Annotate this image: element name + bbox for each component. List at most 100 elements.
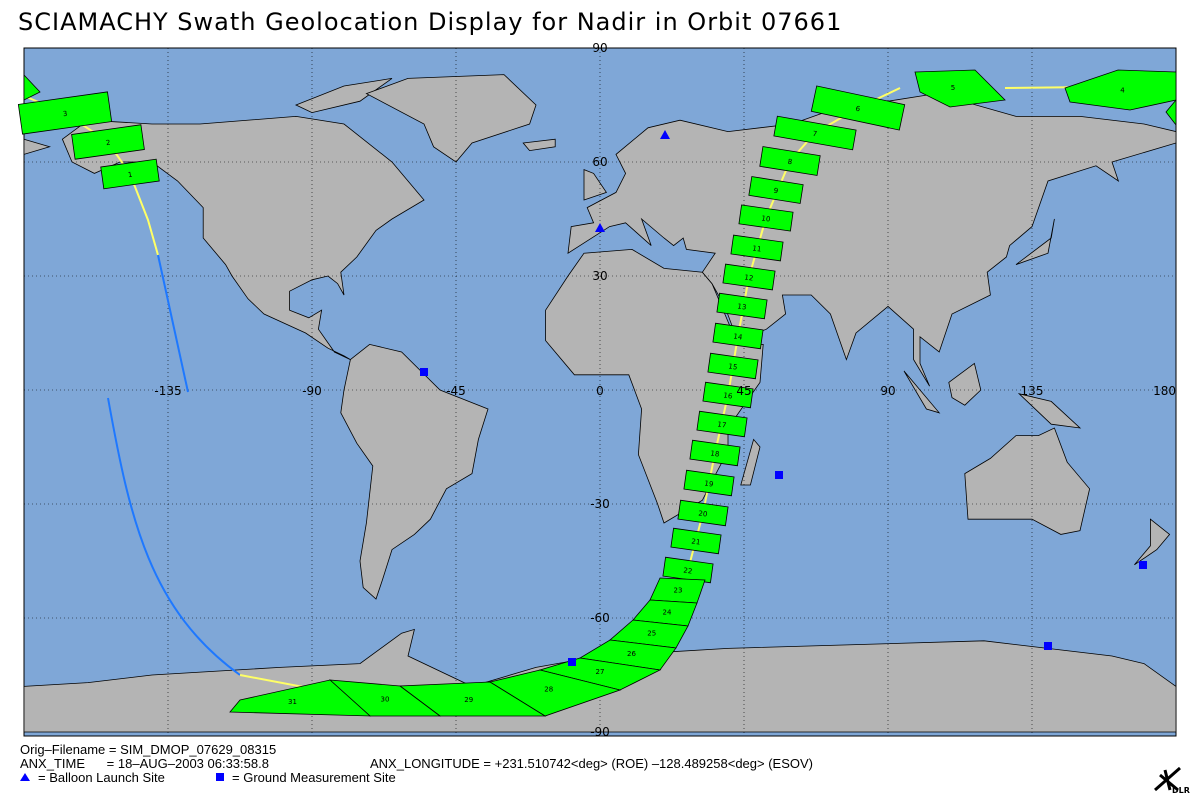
legend-ground: = Ground Measurement Site: [232, 770, 396, 785]
lon-label: -45: [446, 384, 466, 398]
swath-cell-box: [773, 115, 857, 151]
swath-cell: 17: [696, 410, 748, 438]
swath-cell: 18: [689, 439, 741, 467]
logo: DLR: [1154, 766, 1190, 795]
swath-cell-partial: [23, 73, 41, 101]
swath-cell-label: 7: [812, 130, 818, 139]
swath-cell-label: 6: [855, 105, 862, 114]
lon-label: -90: [302, 384, 322, 398]
swath-cell-label: 28: [544, 686, 553, 694]
landmass: [583, 169, 608, 201]
swath-cell-box: [748, 176, 804, 204]
swath-cell-label: 13: [737, 302, 747, 311]
landmass: [948, 362, 982, 406]
swath-cell-box: [696, 410, 748, 438]
swath-cell-box: [1064, 69, 1177, 111]
swath-cell-box: [677, 499, 729, 527]
swath-cell-label: 8: [787, 158, 793, 167]
landmass: [903, 370, 941, 414]
swath-cell-label: 4: [1120, 86, 1125, 94]
swath-cell-box: [722, 263, 776, 291]
balloon-site: [595, 223, 605, 232]
ground-site: [775, 471, 783, 479]
lon-label: 90: [880, 384, 895, 398]
swath-cell-box: [810, 85, 906, 131]
lat-label: -30: [590, 497, 610, 511]
swath-cell-box: [71, 124, 145, 160]
swath-cell-box: [683, 469, 735, 497]
swath-cell: 16: [702, 381, 754, 409]
swath-cell-box: [229, 679, 372, 717]
ground-site: [568, 658, 576, 666]
lon-label: 45: [736, 384, 751, 398]
swath-cell-box: [712, 322, 764, 350]
sites: [420, 130, 1147, 666]
track-blue: [157, 254, 189, 393]
swath-cell-label: 5: [951, 84, 955, 92]
swath-cell-label: 1: [127, 171, 133, 180]
swath-cell-label: 25: [647, 630, 656, 638]
swath-cell: 19: [683, 469, 735, 497]
swath-cell: 1: [100, 158, 160, 190]
swath-cell: 8: [759, 146, 821, 176]
swath-cell-label: 29: [464, 696, 473, 704]
swath-cell-label: 18: [710, 449, 720, 458]
anx-longitude: ANX_LONGITUDE = +231.510742<deg> (ROE) –…: [370, 756, 813, 771]
landmass: [1015, 218, 1055, 265]
filename: Orig–Filename = SIM_DMOP_07629_08315: [20, 742, 276, 757]
swath-cell-box: [689, 439, 741, 467]
swath-cell: 13: [716, 292, 768, 320]
swath-cell-label: 15: [728, 362, 738, 371]
swath-cell: 10: [738, 204, 794, 232]
swath-cell-label: 23: [674, 586, 683, 594]
lon-label: -135: [154, 384, 181, 398]
ground-icon: [216, 773, 224, 781]
lon-label: 135: [1021, 384, 1044, 398]
swath-cell-box: [702, 381, 754, 409]
swath-cell-label: 20: [698, 509, 708, 518]
swath-cell-box: [716, 292, 768, 320]
landmass: [23, 138, 52, 155]
ground-site: [420, 368, 428, 376]
swath-cell: 2: [71, 124, 145, 160]
lat-label: -60: [590, 611, 610, 625]
swath-cell-box: [707, 352, 759, 380]
swath-cell: 7: [773, 115, 857, 151]
swath-cell-label: 27: [596, 668, 605, 676]
balloon-icon: [20, 773, 30, 781]
swath-cell-label: 9: [773, 187, 779, 196]
landmass: [740, 438, 761, 486]
swath-cell-label: 17: [717, 420, 727, 429]
lat-label: 60: [592, 155, 607, 169]
ground-site: [1044, 642, 1052, 650]
swath-cell-box: [17, 91, 113, 135]
lon-label: 0: [596, 384, 604, 398]
swath-cell-label: 21: [691, 537, 701, 546]
swath-cell: 21: [670, 527, 722, 555]
swath-cell-label: 30: [381, 696, 390, 704]
swath-cell-label: 26: [627, 650, 636, 658]
swath-cell: 20: [677, 499, 729, 527]
swath-cell-label: 14: [733, 332, 743, 341]
lon-label: 180: [1153, 384, 1176, 398]
swath-cell: 14: [712, 322, 764, 350]
swath-cell: 15: [707, 352, 759, 380]
landmass: [567, 93, 1177, 387]
swath-cell: 3: [17, 91, 113, 135]
anx-time: ANX_TIME = 18–AUG–2003 06:33:58.8: [20, 756, 269, 771]
landmass: [61, 115, 425, 360]
landmass: [964, 427, 1091, 535]
swath-cell-box: [759, 146, 821, 176]
swath-cell-label: 12: [744, 273, 754, 282]
swath-cell: 6: [810, 85, 906, 131]
legend-balloon: = Balloon Launch Site: [38, 770, 165, 785]
swath-cell-box: [730, 234, 784, 262]
lat-label: -90: [590, 725, 610, 739]
swath-cell-label: 11: [752, 244, 762, 253]
swath-cell-label: 3: [62, 110, 68, 119]
lat-label: 30: [592, 269, 607, 283]
swath-cell-label: 22: [683, 566, 693, 575]
landmass: [522, 138, 556, 152]
swath-cell: 9: [748, 176, 804, 204]
